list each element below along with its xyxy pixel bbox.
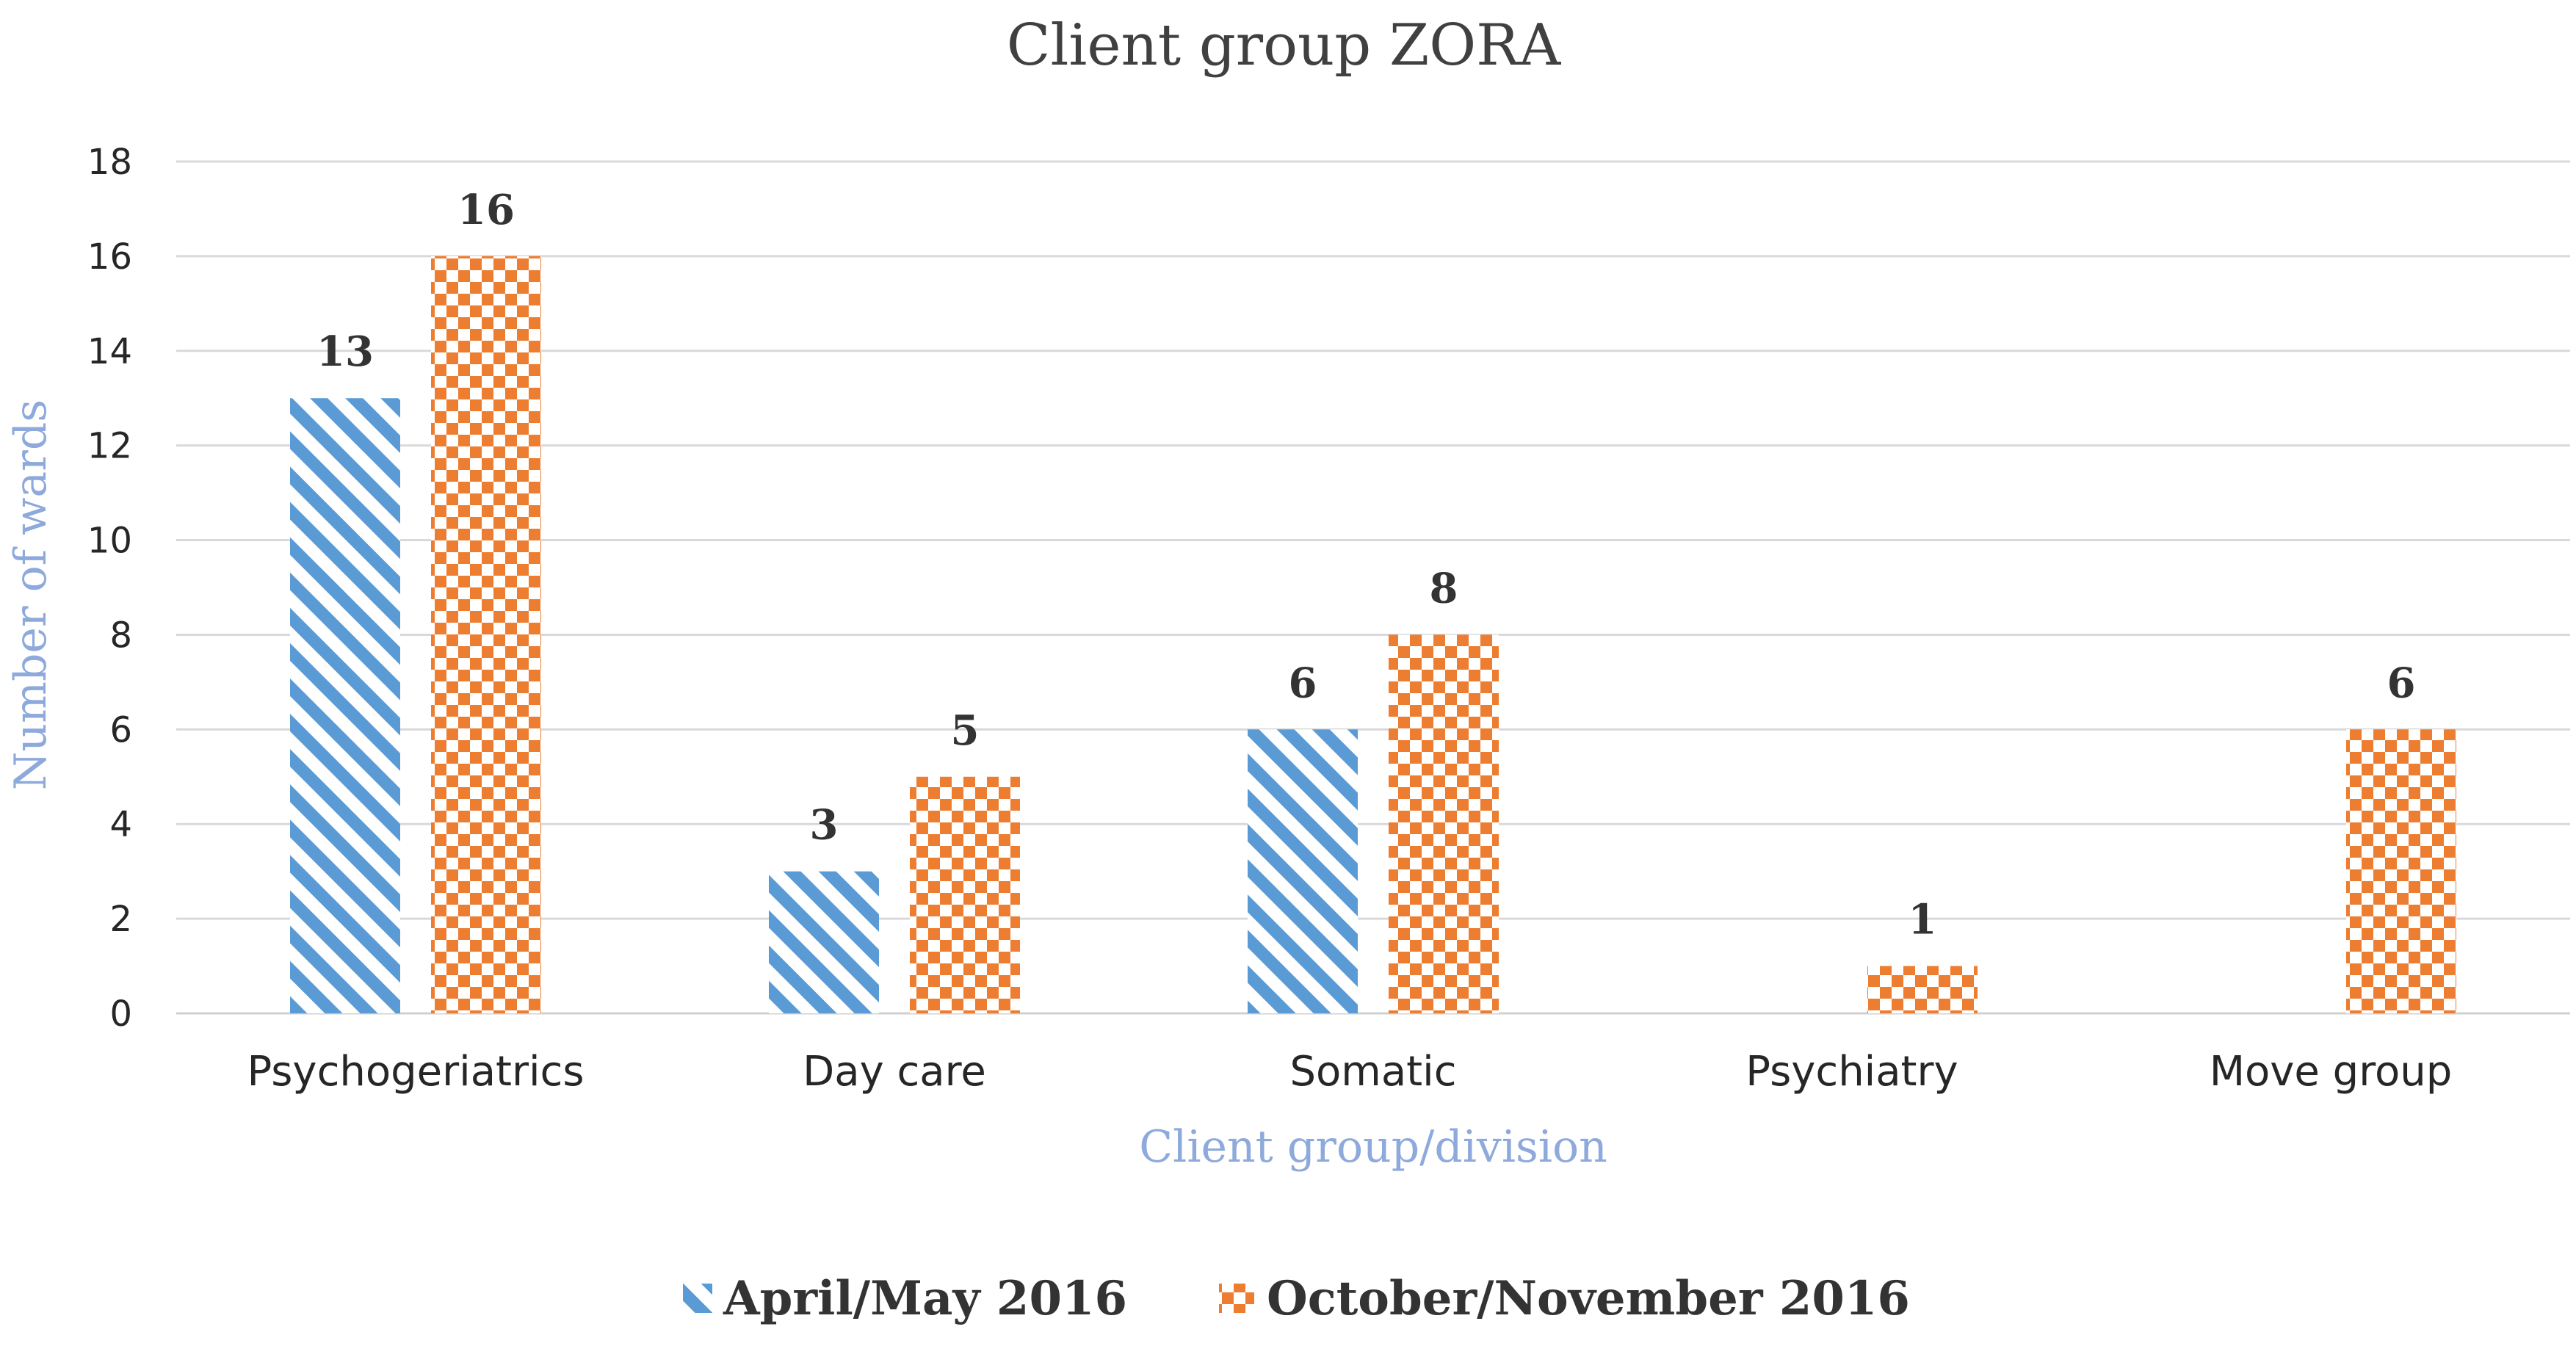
y-tick-label: 10 — [87, 521, 132, 562]
data-label: 6 — [2387, 659, 2416, 707]
x-category-label: Somatic — [1290, 1048, 1457, 1096]
data-label: 1 — [1909, 896, 1937, 944]
legend-swatch-april-may-2016 — [683, 1284, 712, 1313]
y-tick-label: 6 — [109, 709, 132, 750]
data-label: 8 — [1430, 564, 1458, 612]
y-tick-label: 0 — [109, 994, 132, 1035]
x-axis-title: Client group/division — [1139, 1121, 1607, 1173]
data-label: 3 — [810, 801, 839, 850]
bar-october-november-2016 — [2346, 729, 2456, 1013]
y-axis-title: Number of wards — [5, 399, 57, 790]
x-category-label: Psychiatry — [1745, 1048, 1958, 1096]
chart-title: Client group ZORA — [1007, 12, 1562, 79]
bars — [290, 256, 2456, 1013]
legend: April/May 2016 October/November 2016 — [683, 1271, 1910, 1326]
x-category-label: Psychogeriatrics — [247, 1048, 584, 1096]
bar-october-november-2016 — [431, 256, 541, 1013]
y-tick-label: 16 — [87, 236, 132, 278]
data-label: 5 — [951, 706, 980, 755]
y-tick-label: 12 — [87, 426, 132, 467]
y-tick-label: 14 — [87, 331, 132, 372]
y-tick-label: 8 — [109, 615, 132, 656]
legend-swatch-october-november-2016 — [1219, 1284, 1254, 1313]
legend-label: April/May 2016 — [723, 1271, 1127, 1326]
x-category-label: Day care — [803, 1048, 986, 1096]
y-tick-label: 18 — [87, 142, 132, 183]
data-label: 16 — [457, 186, 515, 234]
gridlines — [176, 160, 2570, 920]
legend-label: October/November 2016 — [1267, 1271, 1910, 1326]
bar-october-november-2016 — [910, 776, 1020, 1013]
data-label: 13 — [316, 328, 374, 376]
x-category-label: Move group — [2210, 1048, 2453, 1096]
x-axis-category-labels: Psychogeriatrics Day care Somatic Psychiatr… — [247, 1048, 2452, 1096]
bar-april-may-2016 — [1248, 729, 1358, 1013]
data-label: 6 — [1289, 659, 1317, 707]
bar-october-november-2016 — [1867, 966, 1978, 1013]
bar-october-november-2016 — [1389, 634, 1499, 1013]
bar-april-may-2016 — [290, 398, 400, 1013]
y-axis-ticks: 0 2 4 6 8 10 12 14 16 18 — [87, 142, 132, 1035]
bar-april-may-2016 — [769, 871, 879, 1013]
y-tick-label: 2 — [109, 899, 132, 940]
y-tick-label: 4 — [109, 804, 132, 845]
